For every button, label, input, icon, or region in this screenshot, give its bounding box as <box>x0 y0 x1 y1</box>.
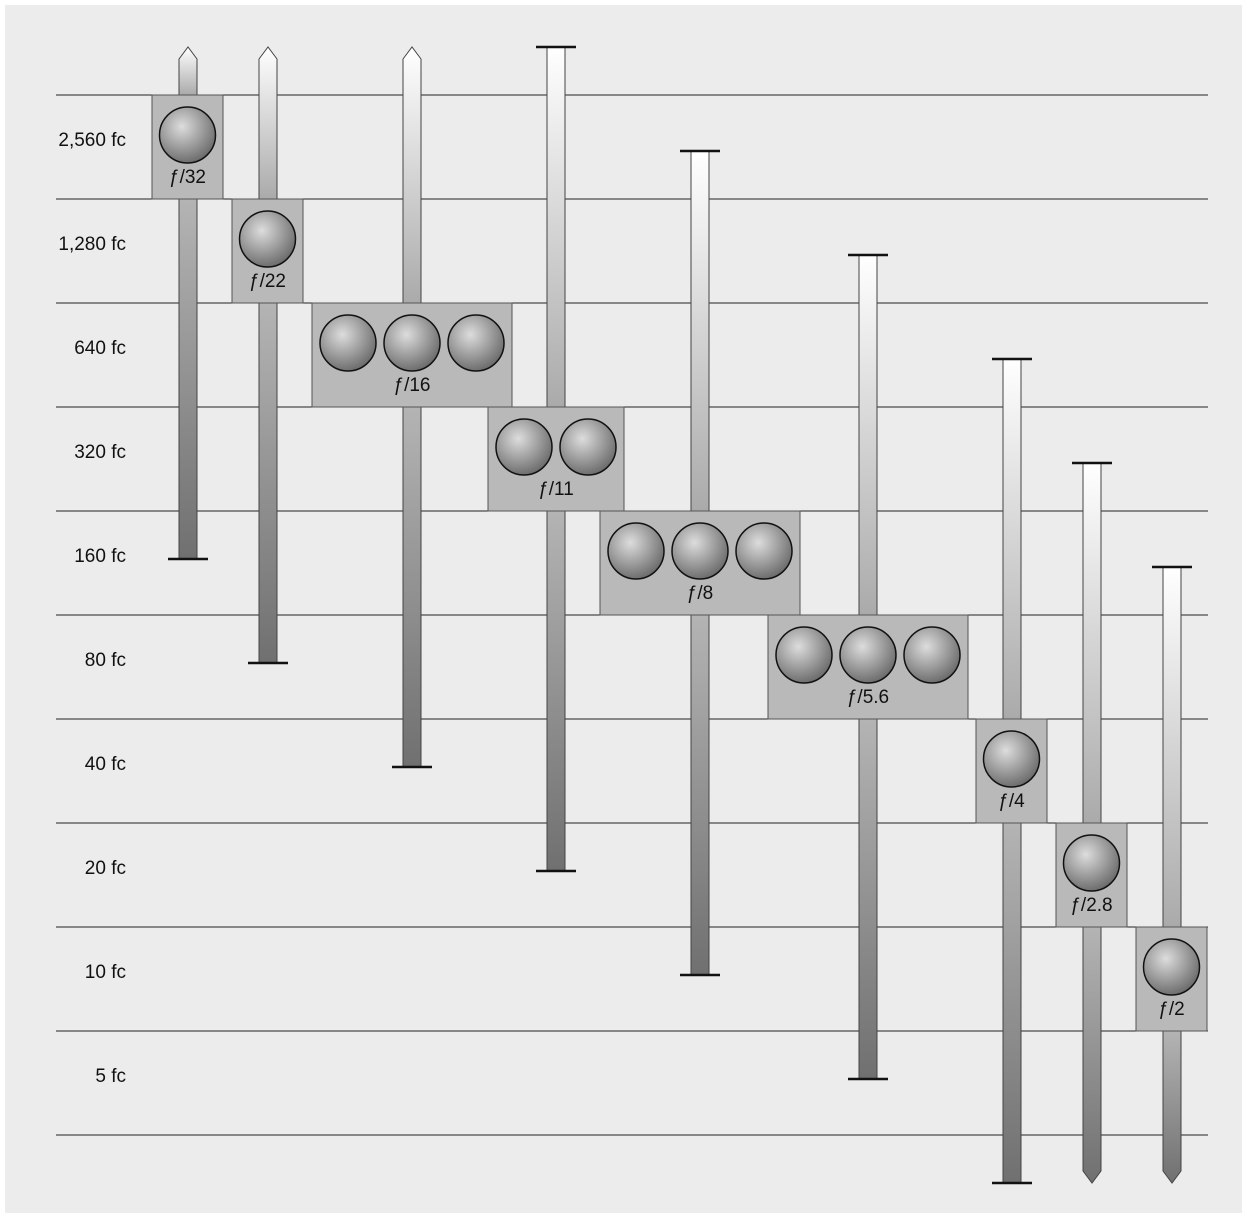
range-bar-lower <box>402 406 422 768</box>
thumbnail <box>735 522 793 580</box>
thumbnail <box>903 626 961 684</box>
stop-label: ƒ/22 <box>249 271 286 292</box>
thumbnail <box>1142 938 1201 996</box>
range-bar-lower <box>258 302 278 664</box>
range-bar-upper <box>1002 358 1022 720</box>
range-bar-upper <box>1162 566 1182 928</box>
thumbnail <box>982 730 1041 788</box>
range-bar-lower <box>858 718 878 1080</box>
stop-label: ƒ/2.8 <box>1070 895 1112 916</box>
thumbnail <box>671 522 729 580</box>
range-bar-lower <box>178 198 198 560</box>
thumbnail <box>238 210 297 268</box>
range-bar-upper <box>402 46 422 304</box>
range-bar-lower <box>1082 926 1102 1184</box>
row-label: 10 fc <box>85 962 126 983</box>
range-bar-upper <box>258 46 278 200</box>
row-label: 160 fc <box>74 546 126 567</box>
range-bar-lower <box>1002 822 1022 1184</box>
thumbnail <box>1062 834 1121 892</box>
range-bar-upper <box>858 254 878 616</box>
row-label: 1,280 fc <box>58 234 126 255</box>
thumbnail <box>495 418 553 476</box>
row-label: 640 fc <box>74 338 126 359</box>
stop-label: ƒ/2 <box>1158 999 1184 1020</box>
stop-label: ƒ/32 <box>169 167 206 188</box>
row-label: 40 fc <box>85 754 126 775</box>
thumbnail <box>447 314 505 372</box>
range-bar-upper <box>546 46 566 408</box>
thumbnail <box>319 314 377 372</box>
stop-label: ƒ/8 <box>687 583 713 604</box>
range-bar-upper <box>690 150 710 512</box>
thumbnail <box>775 626 833 684</box>
stop-label: ƒ/4 <box>998 791 1025 812</box>
stop-label: ƒ/16 <box>394 375 431 396</box>
thumbnail <box>559 418 617 476</box>
stop-label: ƒ/5.6 <box>847 687 889 708</box>
row-label: 2,560 fc <box>58 130 126 151</box>
range-bar-lower <box>546 510 566 872</box>
row-label: 20 fc <box>85 858 126 879</box>
thumbnail <box>158 106 217 164</box>
thumbnail <box>607 522 665 580</box>
stop-label: ƒ/11 <box>538 479 574 500</box>
row-label: 320 fc <box>74 442 126 463</box>
range-bar-lower <box>690 614 710 976</box>
thumbnail <box>839 626 897 684</box>
range-bar-upper <box>1082 462 1102 824</box>
range-bar-lower <box>1162 1030 1182 1184</box>
thumbnail <box>383 314 441 372</box>
row-label: 80 fc <box>85 650 126 671</box>
row-label: 5 fc <box>95 1066 126 1087</box>
